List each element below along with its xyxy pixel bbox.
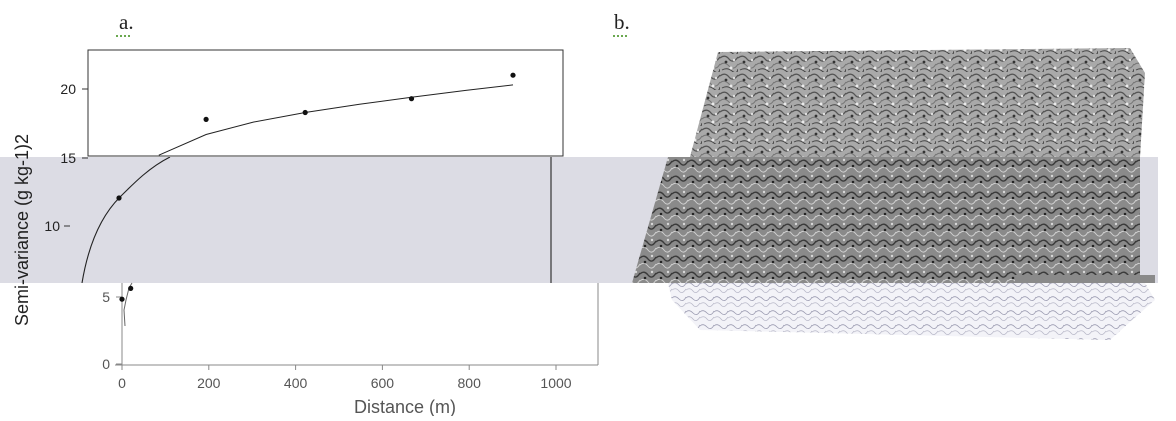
data-point	[116, 195, 122, 201]
spellcheck-mark	[613, 31, 627, 37]
panel-b-label: b.	[614, 10, 630, 34]
panel-a-label: a.	[119, 10, 134, 34]
y-tick-label: 15	[60, 150, 76, 166]
x-tick-label: 200	[197, 375, 221, 391]
data-point	[203, 116, 209, 122]
overlay-band: 10	[0, 157, 1158, 283]
data-point	[119, 296, 125, 302]
surface-top	[690, 48, 1145, 157]
surface-bottom	[668, 283, 1155, 340]
chart-middle-band: 10	[44, 157, 552, 283]
y-tick-label: 5	[102, 289, 110, 305]
y-tick-label: 20	[60, 81, 76, 97]
data-point	[510, 72, 516, 78]
x-tick-label: 400	[284, 375, 308, 391]
x-tick-label: 600	[371, 375, 395, 391]
y-tick-label: 10	[44, 218, 60, 234]
x-tick-label: 800	[458, 375, 482, 391]
surface-middle	[632, 157, 1155, 283]
plot-frame-top	[87, 49, 564, 157]
data-point	[408, 96, 415, 102]
x-tick-label: 1000	[540, 375, 571, 391]
fit-curve	[158, 84, 514, 156]
spellcheck-mark	[116, 31, 130, 37]
x-tick-label: 0	[118, 375, 126, 391]
data-point	[302, 109, 308, 116]
data-point	[128, 285, 134, 291]
x-axis-label: Distance (m)	[354, 397, 456, 416]
y-tick-label: 0	[102, 356, 110, 372]
